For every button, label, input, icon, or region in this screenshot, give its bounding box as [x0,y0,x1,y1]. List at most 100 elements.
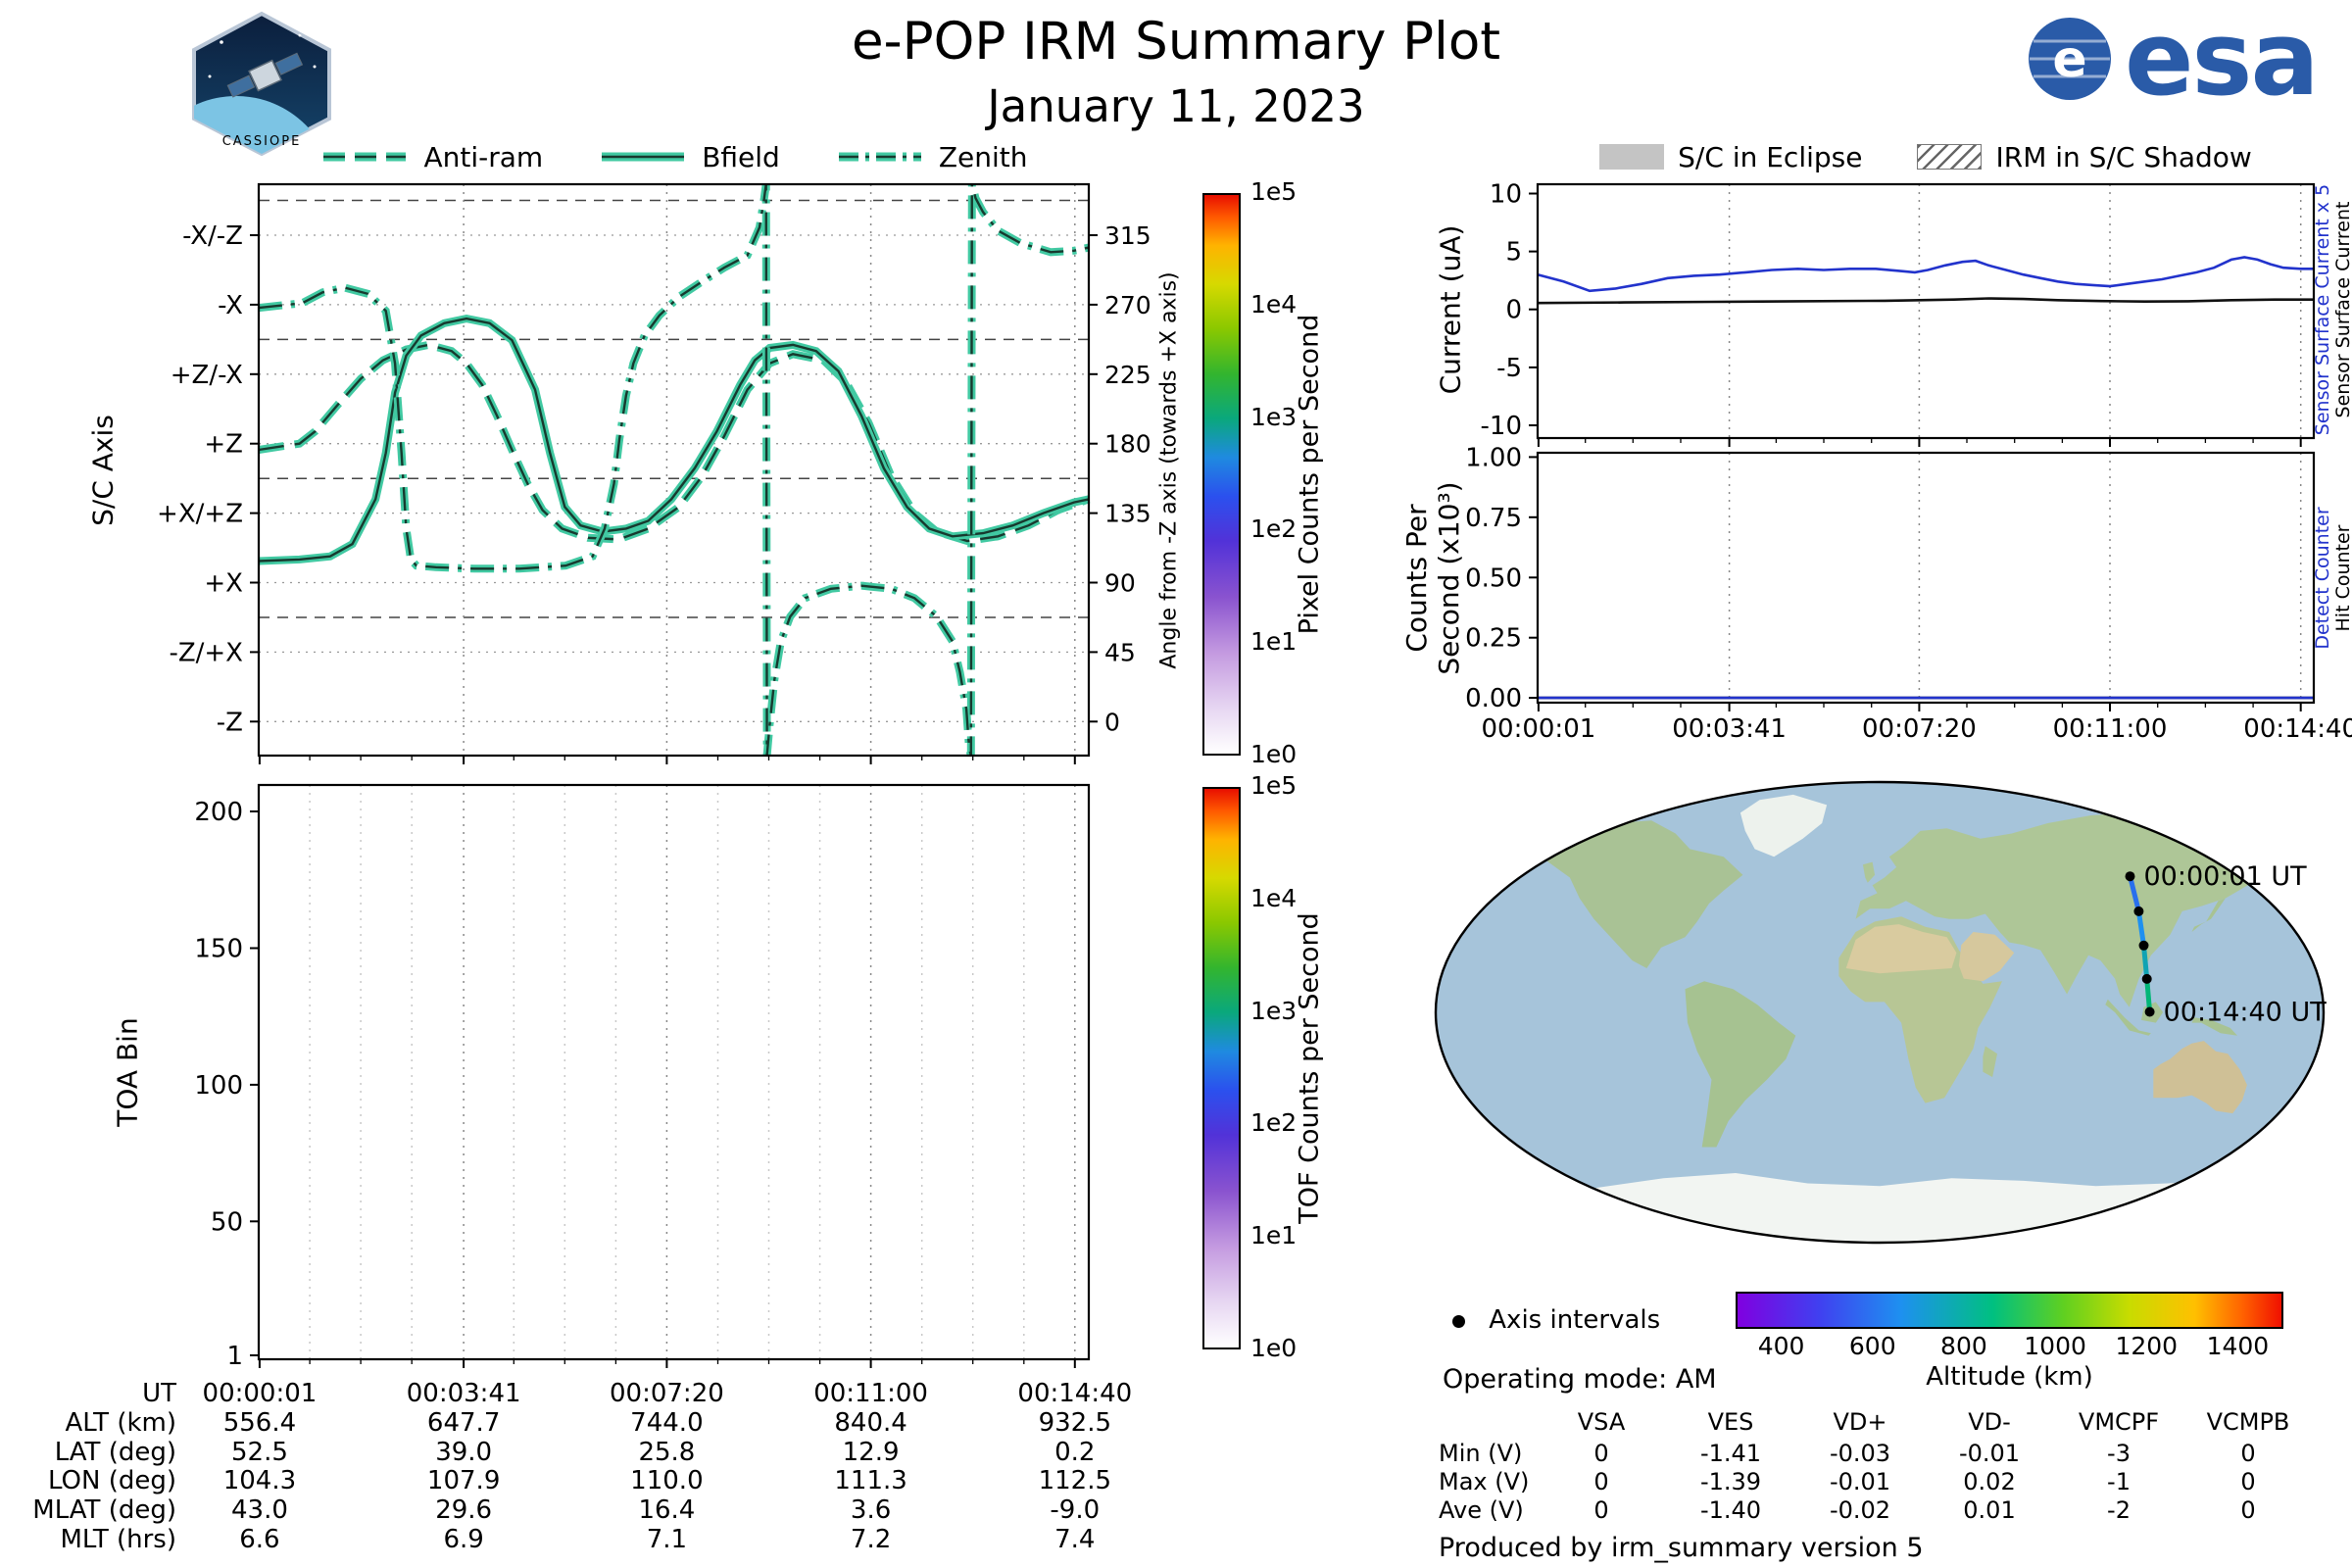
patch-star [208,74,212,78]
sc-axis-frame [257,182,1091,758]
eclipse-shadow-legend: S/C in Eclipse IRM in S/C Shadow [1538,137,2314,176]
footer-text: Produced by irm_summary version 5 [1439,1533,1924,1563]
axis-interval-dot [2133,906,2144,916]
voltage-column-header: VMCPF [2078,1408,2160,1436]
altitude-tick: 800 [1940,1332,1987,1360]
voltage-value: 0 [2240,1440,2256,1467]
curve-sensor-surface-current [1537,297,2314,305]
voltage-row-label: Max (V) [1439,1468,1530,1495]
axis-interval-dot [2138,940,2149,951]
voltage-row-label: Ave (V) [1439,1496,1524,1524]
ephemeris-value: 7.1 [646,1525,688,1554]
land-japan [2191,898,2226,932]
current-ytick-label: 0 [1505,296,1522,325]
curve-bfield-halo [258,315,1090,565]
ephemeris-value: 107.9 [426,1466,501,1496]
ephemeris-value: 29.6 [435,1495,493,1526]
esa-wordmark: esa [2125,0,2320,119]
x-tick-label: 00:14:40 [2243,714,2352,744]
altitude-tick: 400 [1757,1332,1805,1360]
esa-logo: e esa [2025,0,2320,119]
hit-counter-label: Hit Counter [2332,524,2352,632]
tof-colorbar-tick: 1e4 [1250,883,1298,912]
ground-track-segment [2128,873,2141,914]
eclipse-swatch [1599,144,1665,170]
voltage-value: -1.39 [1699,1468,1762,1495]
sensor-current-label: Sensor Surface Current [2332,201,2352,418]
voltage-value: 0.01 [1963,1496,2016,1524]
voltage-value: -0.02 [1829,1496,1891,1524]
voltage-value: -1 [2107,1468,2131,1495]
voltage-value: -2 [2107,1496,2131,1524]
patch-star [220,40,223,44]
ephemeris-value: -9.0 [1050,1495,1101,1526]
ephemeris-value: 932.5 [1038,1407,1112,1438]
track-start-time: 00:00:01 UT [2144,861,2308,892]
voltage-value: -0.01 [1829,1468,1891,1495]
sc-axis-ytick-label: -Z/+X [169,638,243,667]
dashed-line-sample [323,152,407,162]
voltage-value: 0.02 [1963,1468,2016,1495]
ephemeris-value: 7.4 [1054,1525,1096,1554]
angle-tick-label: 270 [1104,291,1152,319]
tof-colorbar-tick: 1e0 [1250,1334,1298,1362]
axis-interval-dot-icon [1452,1315,1465,1328]
counts-ytick-label: 0.50 [1465,564,1522,593]
pixel-colorbar-tick: 1e1 [1250,627,1298,657]
voltage-value: -1.41 [1699,1440,1762,1467]
patch-name: CASSIOPE [222,134,302,149]
map-outline [1434,780,2326,1245]
sc-axis-ytick-label: +Z/-X [171,361,243,390]
ground-track-map: 00:00:01 UT 00:14:40 UT [1434,780,2328,1245]
patch-star [313,65,317,69]
counts-ytick-label: 0.25 [1465,624,1522,654]
toa-frame [257,783,1091,1361]
legend-item-bfield: Bfield [598,141,780,173]
toa-ylabel: TOA Bin [111,1017,144,1127]
ephemeris-value: 840.4 [834,1407,907,1438]
ephemeris-value: 00:00:01 [202,1379,318,1408]
tof-colorbar-label: TOF Counts per Second [1294,912,1325,1224]
legend-item-eclipse: S/C in Eclipse [1599,141,1862,173]
angle-axis-label: Angle from -Z axis (towards +X axis) [1156,271,1182,669]
voltage-column-header: VSA [1577,1408,1626,1436]
angle-tick-label: 45 [1104,638,1136,666]
dashdot-line-sample [838,152,921,162]
altitude-tick: 1400 [2206,1332,2270,1360]
land-madagascar [1983,1046,1997,1078]
track-end-time: 00:14:40 UT [2164,998,2328,1028]
ephemeris-value: 110.0 [630,1466,704,1496]
current-ytick-label: -5 [1496,354,1522,383]
counts-ylabel: Counts Per Second (x10³) [1400,481,1465,674]
pixel-colorbar-tick: 1e5 [1250,177,1298,206]
altitude-colorbar [1736,1292,2283,1329]
current-frame [1536,182,2316,440]
tof-colorbar [1202,787,1241,1349]
counts-ylabel-line2: Second (x10³) [1433,481,1465,675]
angle-tick-label: 0 [1104,708,1120,736]
toa-ytick-label: 50 [211,1207,243,1237]
detect-counter-label: Detect Counter [2312,507,2333,650]
operating-mode: Operating mode: AM [1443,1364,1717,1395]
voltage-value: 0 [1593,1440,1609,1467]
shadow-hatch-swatch [1917,144,1983,170]
legend-item-shadow: IRM in S/C Shadow [1917,141,2252,173]
pixel-colorbar-tick: 1e2 [1250,514,1298,544]
voltage-value: 0 [2240,1496,2256,1524]
ephemeris-row-label: LON (deg) [47,1466,176,1496]
legend-label-eclipse: S/C in Eclipse [1678,140,1863,173]
tof-colorbar-tick: 1e5 [1250,771,1298,800]
angle-tick-label: 90 [1104,569,1136,598]
curve-anti-ram [258,343,1090,543]
angle-tick-label: 315 [1104,221,1152,250]
toa-ytick-label: 1 [226,1342,243,1371]
ephemeris-value: 744.0 [630,1407,704,1438]
voltage-value: 0 [1593,1496,1609,1524]
ephemeris-row-label: MLAT (deg) [32,1495,176,1526]
ephemeris-value: 12.9 [842,1437,900,1467]
tof-colorbar-tick: 1e1 [1250,1221,1298,1250]
ephemeris-value: 00:14:40 [1017,1379,1133,1408]
voltage-value: -3 [2107,1440,2131,1467]
ground-track-segment [2135,908,2146,949]
x-tick-label: 00:03:41 [1672,714,1787,744]
